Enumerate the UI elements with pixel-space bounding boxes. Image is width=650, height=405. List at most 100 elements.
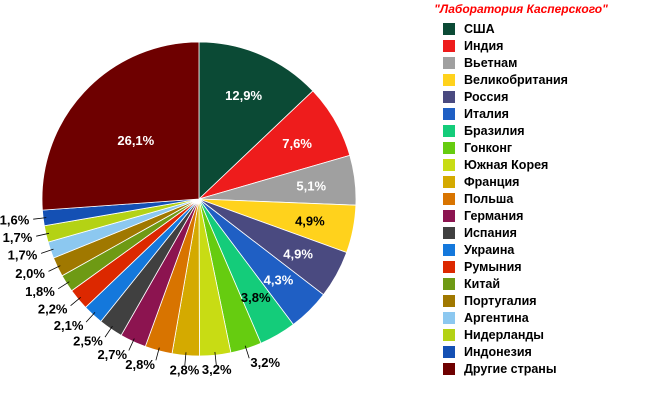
pie-slice-1 bbox=[198, 41, 314, 200]
legend-item-9: Южная Корея bbox=[443, 156, 568, 173]
slice-label-16: 1,8% bbox=[25, 284, 55, 299]
pie-chart: 12,9%7,6%5,1%4,9%4,9%4,3%3,8%3,2%3,2%2,8… bbox=[0, 41, 357, 377]
slice-label-13: 2,5% bbox=[73, 333, 103, 348]
legend-swatch-6 bbox=[443, 107, 455, 120]
legend-swatch-4 bbox=[443, 73, 455, 86]
slice-label-6: 4,3% bbox=[264, 272, 294, 287]
legend-label-8: Гонконг bbox=[464, 140, 513, 155]
slice-label-9: 3,2% bbox=[202, 362, 232, 377]
legend-label-3: Вьетнам bbox=[464, 55, 518, 70]
legend-label-9: Южная Корея bbox=[464, 157, 549, 172]
legend-label-20: Индонезия bbox=[464, 344, 532, 359]
legend-label-4: Великобритания bbox=[464, 72, 568, 87]
slice-label-7: 3,8% bbox=[241, 290, 271, 305]
legend-label-1: США bbox=[464, 21, 495, 36]
slice-label-10: 2,8% bbox=[170, 362, 200, 377]
legend-label-12: Германия bbox=[464, 208, 524, 223]
legend-swatch-20 bbox=[443, 345, 455, 358]
legend-label-17: Португалия bbox=[464, 293, 537, 308]
slice-label-12: 2,7% bbox=[97, 347, 127, 362]
legend-swatch-9 bbox=[443, 158, 455, 171]
legend-swatch-15 bbox=[443, 260, 455, 273]
leader-line-13 bbox=[104, 325, 113, 338]
legend-label-19: Нидерланды bbox=[464, 327, 544, 342]
legend-label-6: Италия bbox=[464, 106, 509, 121]
legend-swatch-18 bbox=[443, 311, 455, 324]
leader-line-10 bbox=[184, 352, 187, 366]
legend-swatch-21 bbox=[443, 362, 455, 375]
legend-label-7: Бразилия bbox=[464, 123, 525, 138]
slice-label-11: 2,8% bbox=[125, 357, 155, 372]
leader-line-11 bbox=[155, 347, 160, 361]
legend-item-14: Украина bbox=[443, 241, 568, 258]
legend-swatch-17 bbox=[443, 294, 455, 307]
legend-item-15: Румыния bbox=[443, 258, 568, 275]
legend-item-19: Нидерланды bbox=[443, 326, 568, 343]
legend-label-5: Россия bbox=[464, 89, 509, 104]
legend-swatch-14 bbox=[443, 243, 455, 256]
leader-line-15 bbox=[70, 296, 81, 307]
legend-item-12: Германия bbox=[443, 207, 568, 224]
legend-item-11: Польша bbox=[443, 190, 568, 207]
legend-label-21: Другие страны bbox=[464, 361, 557, 376]
slice-label-14: 2,1% bbox=[54, 318, 84, 333]
legend-item-21: Другие страны bbox=[443, 360, 568, 377]
slice-label-20: 1,6% bbox=[0, 213, 30, 228]
slice-label-21: 26,1% bbox=[117, 133, 154, 148]
legend-swatch-5 bbox=[443, 90, 455, 103]
slice-label-15: 2,2% bbox=[38, 301, 68, 316]
legend: США Индия Вьетнам Великобритания Россия Итали… bbox=[443, 20, 568, 377]
slice-label-19: 1,7% bbox=[3, 230, 33, 245]
legend-item-16: Китай bbox=[443, 275, 568, 292]
slice-label-2: 7,6% bbox=[282, 136, 312, 151]
leader-line-17 bbox=[48, 265, 61, 272]
legend-item-3: Вьетнам bbox=[443, 54, 568, 71]
legend-item-5: Россия bbox=[443, 88, 568, 105]
leader-line-20 bbox=[33, 217, 47, 220]
leader-line-19 bbox=[36, 232, 50, 237]
legend-item-17: Португалия bbox=[443, 292, 568, 309]
legend-swatch-11 bbox=[443, 192, 455, 205]
legend-label-13: Испания bbox=[464, 225, 517, 240]
slice-label-1: 12,9% bbox=[225, 88, 262, 103]
legend-item-13: Испания bbox=[443, 224, 568, 241]
slice-label-18: 1,7% bbox=[8, 248, 38, 263]
legend-label-18: Аргентина bbox=[464, 310, 529, 325]
leader-line-16 bbox=[57, 281, 70, 290]
legend-item-20: Индонезия bbox=[443, 343, 568, 360]
slice-label-3: 5,1% bbox=[296, 178, 326, 193]
legend-item-4: Великобритания bbox=[443, 71, 568, 88]
legend-swatch-19 bbox=[443, 328, 455, 341]
legend-swatch-12 bbox=[443, 209, 455, 222]
legend-item-2: Индия bbox=[443, 37, 568, 54]
legend-item-1: США bbox=[443, 20, 568, 37]
legend-swatch-13 bbox=[443, 226, 455, 239]
legend-label-10: Франция bbox=[464, 174, 520, 189]
pie-slice-21 bbox=[41, 41, 200, 211]
legend-swatch-2 bbox=[443, 39, 455, 52]
legend-item-8: Гонконг bbox=[443, 139, 568, 156]
leader-line-8 bbox=[244, 345, 250, 359]
slice-label-8: 3,2% bbox=[250, 355, 280, 370]
legend-item-10: Франция bbox=[443, 173, 568, 190]
legend-item-18: Аргентина bbox=[443, 309, 568, 326]
source-label: "Лаборатория Касперского" bbox=[434, 2, 608, 16]
legend-swatch-1 bbox=[443, 22, 455, 35]
legend-swatch-16 bbox=[443, 277, 455, 290]
legend-label-16: Китай bbox=[464, 276, 501, 291]
legend-item-6: Италия bbox=[443, 105, 568, 122]
legend-swatch-10 bbox=[443, 175, 455, 188]
legend-swatch-7 bbox=[443, 124, 455, 137]
slice-label-5: 4,9% bbox=[283, 246, 313, 261]
leader-line-9 bbox=[214, 351, 217, 366]
slice-label-17: 2,0% bbox=[15, 266, 45, 281]
legend-label-15: Румыния bbox=[464, 259, 522, 274]
legend-label-11: Польша bbox=[464, 191, 514, 206]
slice-label-4: 4,9% bbox=[295, 214, 325, 229]
leader-line-14 bbox=[85, 312, 96, 323]
legend-item-7: Бразилия bbox=[443, 122, 568, 139]
legend-swatch-8 bbox=[443, 141, 455, 154]
legend-label-14: Украина bbox=[464, 242, 515, 257]
leader-line-18 bbox=[40, 248, 54, 254]
leader-line-12 bbox=[128, 338, 135, 351]
